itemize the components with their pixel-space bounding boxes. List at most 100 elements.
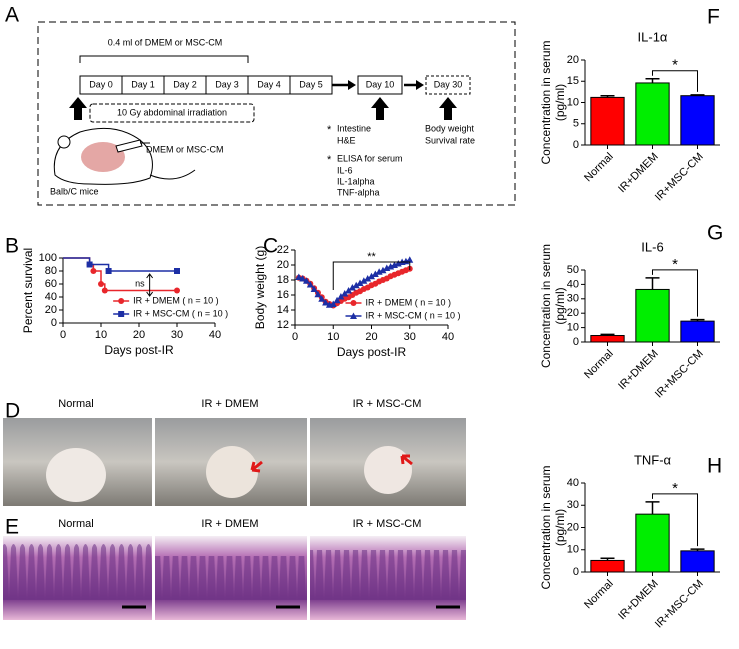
y-tick-label: 40	[567, 278, 579, 290]
y-tick-label: 22	[277, 244, 289, 256]
point	[322, 299, 330, 306]
panel-letter: F	[707, 6, 720, 29]
bar	[680, 550, 715, 573]
bar	[590, 335, 625, 343]
dose-note: 0.4 ml of DMEM or MSC-CM	[108, 37, 223, 47]
legend-label: IR + MSC-CM ( n = 10 )	[365, 310, 460, 320]
point	[356, 279, 364, 286]
point	[118, 298, 125, 304]
x-tick-label: 0	[292, 331, 298, 343]
significance: *	[672, 256, 678, 273]
point	[310, 285, 318, 292]
mouse-photo	[206, 446, 258, 498]
point	[368, 272, 375, 280]
day-label: Day 10	[366, 79, 395, 89]
y-tick-label: 40	[45, 291, 57, 303]
y-tick-label: 12	[277, 319, 289, 331]
y-tick-label: 20	[567, 307, 579, 319]
chart-title: IL-6	[641, 239, 663, 254]
error-bar	[600, 333, 615, 336]
point	[360, 277, 368, 284]
photo-label: IR + DMEM	[201, 518, 258, 530]
mouse-label: Balb/C mice	[50, 186, 99, 196]
error-bar	[645, 77, 660, 83]
bar	[635, 513, 670, 573]
bullet: *	[327, 154, 332, 166]
point	[349, 312, 357, 319]
photo-label: IR + DMEM	[201, 398, 258, 410]
point	[101, 287, 108, 294]
day-label: Day 1	[131, 79, 155, 89]
y-tick-label: 50	[567, 264, 579, 276]
y-tick-label: 5	[573, 118, 579, 130]
panel-letter: B	[5, 235, 19, 258]
villi	[310, 550, 466, 604]
panel-letter: D	[5, 400, 20, 423]
photo-label: Normal	[58, 518, 93, 530]
point	[118, 311, 125, 317]
point	[105, 268, 112, 274]
chart-title: TNF-α	[634, 452, 672, 467]
point	[318, 295, 326, 302]
readout: H&E	[337, 135, 356, 145]
double-arrow	[146, 273, 154, 297]
point	[299, 275, 307, 282]
error-bar	[690, 94, 705, 96]
point	[406, 256, 414, 263]
y-tick-label: 0	[573, 139, 579, 151]
y-axis-label: Concentration in serum	[539, 40, 553, 164]
y-tick-label: 16	[277, 289, 289, 301]
y-tick-label: 14	[277, 304, 289, 316]
thick-arrow	[371, 97, 389, 120]
irradiation-label: 10 Gy abdominal irradiation	[117, 107, 227, 117]
x-tick-label: 20	[133, 329, 145, 341]
error-bar	[690, 318, 705, 322]
y-tick-label: 0	[573, 336, 579, 348]
day-label: Day 4	[257, 79, 281, 89]
point	[302, 277, 310, 284]
dashed-box	[89, 103, 255, 123]
day-label: Day 30	[434, 79, 463, 89]
legend-label: IR + DMEM ( n = 10 )	[365, 297, 451, 307]
y-tick-label: 100	[39, 252, 57, 264]
x-tick-label: Normal	[582, 151, 616, 185]
point	[295, 273, 303, 280]
bar	[635, 82, 670, 146]
point	[174, 287, 180, 294]
villi	[3, 544, 152, 604]
series-line	[63, 257, 177, 292]
x-tick-label: IR+DMEM	[616, 151, 661, 196]
significance: ns	[135, 278, 145, 288]
point	[352, 281, 360, 289]
point	[314, 290, 322, 298]
y-tick-label: 0	[573, 566, 579, 578]
thick-arrow	[69, 97, 87, 120]
point	[174, 268, 180, 274]
x-tick-label: 20	[365, 331, 377, 343]
significance-bracket	[332, 261, 411, 290]
y-tick-label: 15	[567, 75, 579, 87]
x-tick-label: 40	[209, 329, 221, 341]
panel-letter: G	[707, 222, 723, 245]
readout: Body weight	[425, 123, 475, 133]
x-tick-label: IR+MSC-CM	[653, 151, 706, 204]
y-axis-label: (pg/ml)	[553, 84, 567, 121]
point	[364, 275, 372, 282]
red-arrow	[400, 454, 413, 466]
y-tick-label: 60	[45, 278, 57, 290]
timeline: Day 0 Day 1 Day 2 Day 3 Day 4 Day 5	[79, 75, 333, 95]
point	[337, 293, 345, 300]
chart-title: IL-1α	[638, 29, 668, 44]
x-tick-label: IR+MSC-CM	[653, 578, 706, 631]
arrowhead	[416, 80, 424, 90]
x-tick-label: 0	[60, 329, 66, 341]
point	[350, 300, 357, 306]
y-tick-label: 30	[567, 499, 579, 511]
bar	[680, 320, 715, 343]
panel-letter: C	[263, 235, 278, 258]
arrowhead	[348, 80, 356, 90]
x-tick-label: 10	[95, 329, 107, 341]
bar	[635, 288, 670, 343]
x-tick-label: IR+DMEM	[616, 578, 661, 623]
